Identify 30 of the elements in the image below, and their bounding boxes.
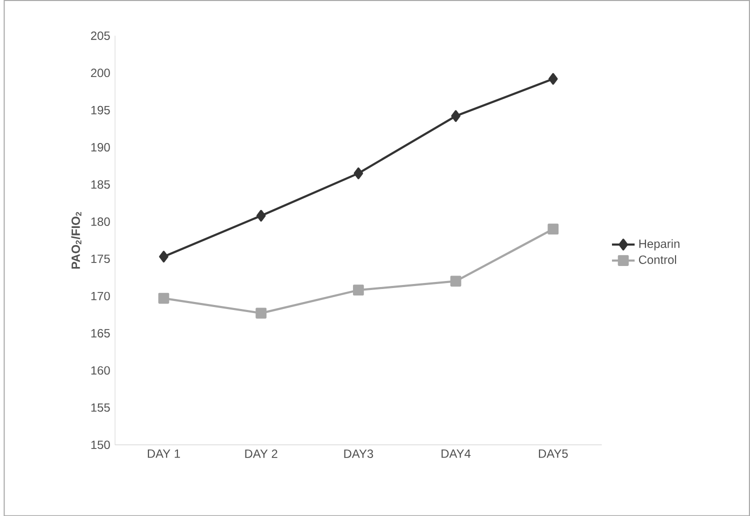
point (548, 223, 559, 234)
y-tick-label: 175 (91, 254, 110, 263)
y-tick-label: 200 (91, 68, 110, 77)
x-tick-label: DAY3 (344, 449, 374, 458)
y-tick-label: 180 (91, 217, 110, 226)
y-tick-label: 165 (91, 328, 110, 338)
x-tick-label: DAY 1 (148, 449, 180, 458)
point (158, 292, 170, 304)
point (256, 308, 267, 318)
x-tick-label: DAY4 (442, 449, 471, 458)
point (451, 110, 460, 122)
y-tick-label: 150 (91, 440, 110, 449)
y-tick-label: 195 (91, 106, 110, 114)
y-tick-label: 205 (91, 31, 110, 40)
y-tick-label: 160 (91, 366, 110, 375)
y-tick-label: 185 (91, 180, 110, 189)
point (159, 250, 168, 262)
y-tick-label: 190 (91, 142, 110, 152)
point (354, 167, 364, 179)
y-axis-title: PAO$_{2}$/FIO$_{2}$ (71, 212, 82, 269)
point (352, 284, 364, 296)
point (256, 210, 266, 222)
legend-label: Heparin (639, 239, 680, 250)
y-tick-label: 155 (91, 403, 110, 412)
x-tick-label: DAY5 (538, 449, 568, 458)
point (450, 276, 462, 286)
y-tick-label: 170 (91, 292, 110, 300)
point (548, 72, 558, 85)
legend-label: Control (638, 255, 676, 264)
x-tick-label: DAY 2 (245, 449, 278, 458)
